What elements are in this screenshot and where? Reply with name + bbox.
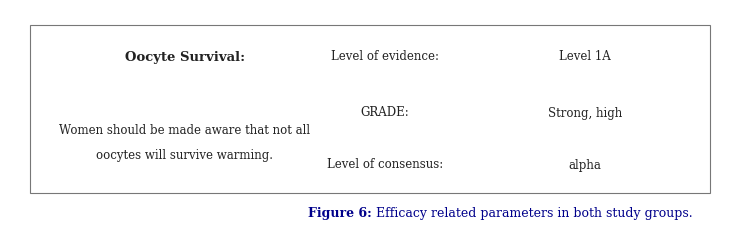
FancyBboxPatch shape <box>30 25 710 193</box>
Text: Level 1A: Level 1A <box>559 51 611 63</box>
Text: Efficacy related parameters in both study groups.: Efficacy related parameters in both stud… <box>372 207 692 219</box>
Text: Level of evidence:: Level of evidence: <box>331 51 439 63</box>
Text: Level of consensus:: Level of consensus: <box>327 158 443 172</box>
Text: Figure 6:: Figure 6: <box>308 207 372 219</box>
Text: alpha: alpha <box>568 158 601 172</box>
Text: GRADE:: GRADE: <box>360 106 409 120</box>
Text: Oocyte Survival:: Oocyte Survival: <box>125 51 245 63</box>
Text: Strong, high: Strong, high <box>548 106 622 120</box>
Text: oocytes will survive warming.: oocytes will survive warming. <box>97 149 273 161</box>
Text: Women should be made aware that not all: Women should be made aware that not all <box>59 125 311 137</box>
